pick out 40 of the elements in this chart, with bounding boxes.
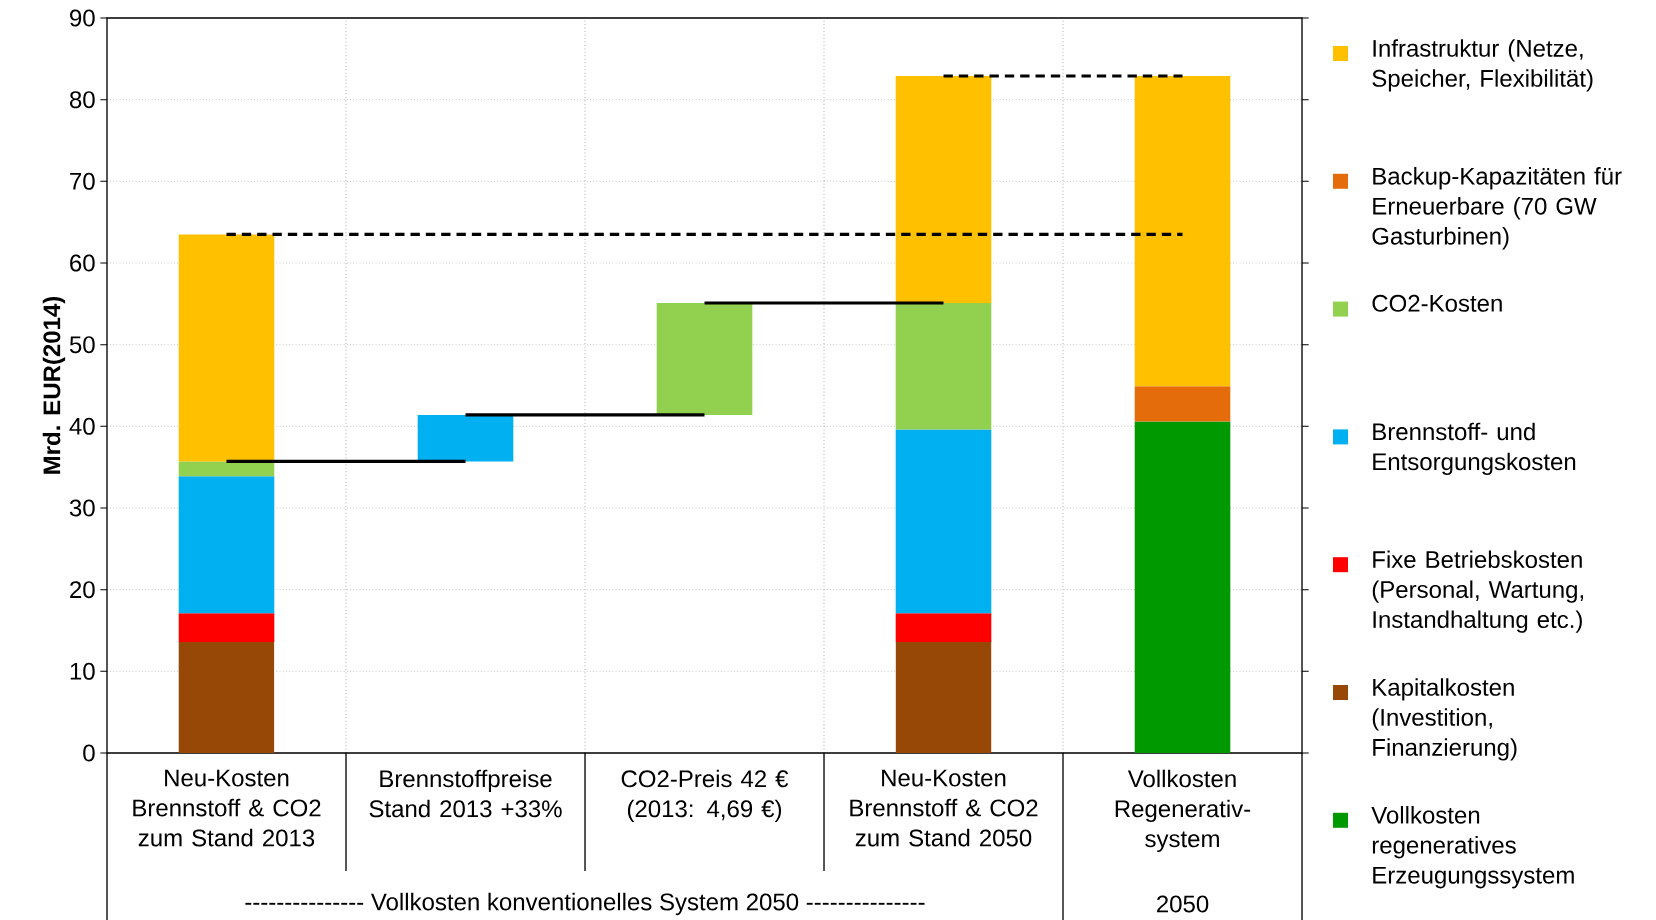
y-tick-label: 20: [70, 581, 95, 599]
bar: [1134, 421, 1231, 753]
text: --------------- Vollkosten konventionelles System 2050 ---------------: [245, 892, 925, 916]
x-tick-label: Neu-Kosten Brennstoff & CO2 zum Stand 2013: [133, 769, 321, 847]
y-tick-label: 90: [70, 9, 95, 27]
y-tick-label: 40: [69, 417, 95, 435]
bar: [178, 461, 275, 477]
y-tick-label: 30: [69, 499, 95, 517]
legend-label: Kapitalkosten (Investition, Finanzierung): [1372, 678, 1517, 761]
x-tick-label: Vollkosten Regenerativ-system: [1115, 769, 1251, 853]
bar: [656, 303, 753, 415]
y-tick-label: 10: [70, 662, 95, 680]
bar: [178, 476, 275, 614]
bar: [178, 234, 275, 462]
x-tick-label: Brennstoffpreise Stand 2013 +33%: [369, 769, 562, 818]
bar: [895, 75, 992, 304]
bar: [1134, 75, 1231, 387]
y-tick-label: 60: [70, 254, 95, 272]
bar: [1134, 386, 1231, 422]
legend-label: CO2-Kosten: [1372, 294, 1502, 312]
y-tick-label: 70: [70, 172, 95, 190]
bar: [417, 414, 514, 462]
bar: [178, 641, 275, 753]
text: 2050: [1157, 895, 1209, 913]
x-tick-label: Neu-Kosten Brennstoff & CO2 zum Stand 2050: [850, 769, 1038, 847]
legend-label: Vollkosten regeneratives Erzeugungssystem: [1371, 806, 1574, 889]
y-tick-label: 50: [69, 336, 95, 354]
bar: [895, 303, 992, 430]
y-axis-title: Mrd. EUR(2014): [42, 296, 66, 474]
bar: [895, 613, 992, 642]
x-tick-label: CO2-Preis 42 € (2013: 4,69 €): [621, 769, 789, 823]
y-tick-label: 80: [69, 91, 95, 109]
y-tick-label: 0: [83, 744, 95, 762]
bar: [895, 429, 992, 614]
legend-label: Infrastruktur (Netze, Speicher, Flexibilität): [1372, 39, 1593, 92]
bar: [895, 641, 992, 753]
bar: [178, 613, 275, 642]
legend-label: Brennstoff- und Entsorgungskosten: [1373, 422, 1576, 476]
legend-label: Backup-Kapazitäten für Erneuerbare (70 GW Gasturbinen): [1372, 167, 1622, 250]
legend-label: Fixe Betriebskosten (Personal, Wartung, Instandhaltung etc.): [1372, 550, 1583, 633]
